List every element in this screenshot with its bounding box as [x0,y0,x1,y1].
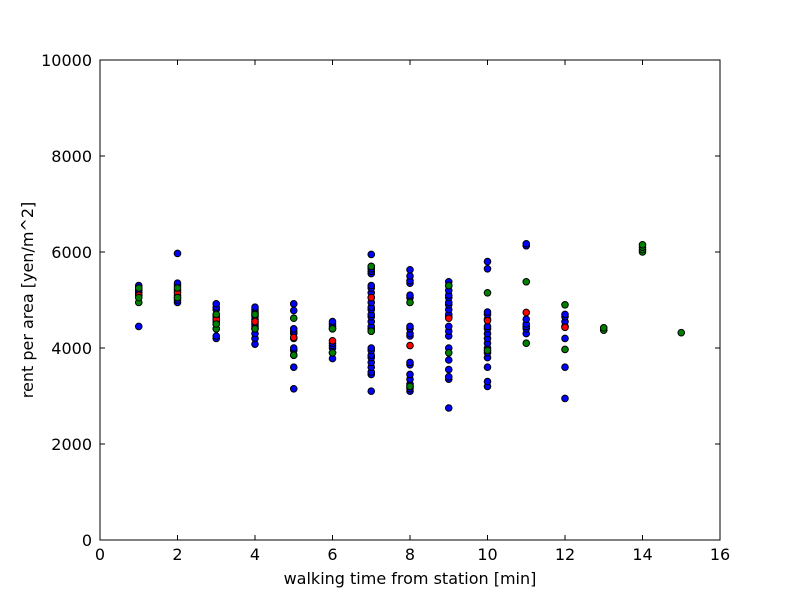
x-tick-label: 14 [632,545,652,564]
data-point [367,387,376,396]
data-point [483,257,492,266]
data-point [289,344,298,352]
data-point [134,322,143,331]
data-point [483,363,492,372]
data-point [406,382,414,391]
data-point [522,308,531,317]
data-point [367,344,376,352]
data-point [444,314,453,323]
data-point [289,333,298,342]
data-point [406,272,414,280]
data-point [483,316,492,325]
data-point [251,303,259,312]
x-tick-label: 16 [710,545,730,564]
data-point [522,315,531,324]
data-point [212,300,221,308]
data-point [406,370,414,379]
x-tick-label: 2 [172,545,182,564]
data-point [328,349,337,357]
data-point [444,356,453,364]
data-point [406,265,414,274]
data-point [444,349,453,357]
data-point [289,385,298,393]
data-point [134,284,143,292]
plot-area [99,59,721,541]
data-point [173,293,182,302]
data-point [483,377,492,386]
x-tick-label: 8 [405,545,415,564]
data-point [289,300,298,308]
y-tick-label: 0 [82,531,92,550]
data-point [406,322,414,331]
data-point [212,320,221,328]
x-tick-label: 6 [327,545,337,564]
data-point [367,293,376,302]
data-point [561,394,569,403]
data-point [367,281,376,290]
data-point [406,291,414,300]
data-point [134,293,143,302]
data-point [289,306,298,315]
series-2 [134,241,686,391]
data-point [522,240,531,248]
x-tick-label: 0 [95,545,105,564]
data-point [367,262,376,271]
data-point [561,323,569,332]
x-tick-label: 4 [250,545,260,564]
data-point [444,281,453,290]
y-axis-label: rent per area [yen/m^2] [18,202,37,399]
data-point [444,365,453,374]
data-point [328,337,337,345]
data-point [367,327,376,336]
data-point [522,339,531,348]
data-point [638,241,647,249]
data-point [367,250,376,259]
data-point [444,322,453,331]
data-point [406,298,414,307]
data-point [212,332,221,340]
y-tick-label: 2000 [51,435,92,454]
data-point [561,345,569,354]
data-point [483,346,492,355]
data-point [289,363,298,372]
data-point [561,301,569,309]
data-point [406,341,414,350]
y-tick-label: 4000 [51,339,92,358]
y-tick-label: 8000 [51,147,92,166]
data-point [561,310,569,319]
x-tick-label: 12 [555,545,575,564]
x-axis: 0 2 4 6 8 10 12 14 16 [95,60,730,564]
data-point [483,289,492,297]
data-point [483,265,492,273]
data-point [599,324,608,332]
data-point [289,351,298,360]
data-point [289,325,298,333]
data-point [173,284,182,292]
data-point [251,310,259,319]
data-point [289,314,298,323]
data-point [444,404,453,412]
data-point [328,317,337,326]
x-axis-label: walking time from station [min] [284,569,537,588]
data-point [677,328,686,337]
data-point [251,317,259,326]
y-tick-label: 6000 [51,243,92,262]
data-point [212,310,221,319]
data-point [483,308,492,316]
data-point [522,277,531,286]
y-axis: 0 2000 4000 6000 8000 10000 [41,51,720,550]
data-point [251,325,259,333]
data-point [328,325,337,333]
data-point [173,249,182,258]
data-point [561,334,569,343]
x-tick-label: 10 [477,545,497,564]
data-point [406,358,414,367]
y-tick-label: 10000 [41,51,92,70]
data-point [444,373,453,381]
data-point [561,363,569,372]
